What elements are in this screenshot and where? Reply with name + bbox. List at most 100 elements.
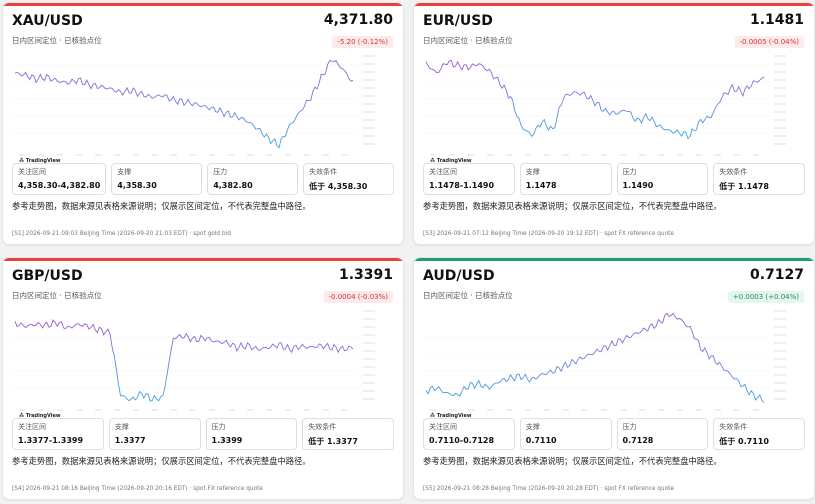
level-value: 低于 1.3377: [308, 437, 358, 446]
source-footer: [S1] 2026-09-21 09:03 Beijing Time (2026…: [12, 231, 231, 237]
level-value: 4,358.30: [117, 181, 157, 190]
level-value: 4,358.30-4,382.80: [18, 181, 101, 190]
level-label: 失效条件: [308, 423, 337, 431]
level-value: 低于 0.7110: [719, 437, 769, 446]
card-subtitle: 日内区间定位 · 已核验点位: [12, 291, 102, 300]
level-label: 关注区间: [429, 168, 457, 176]
price-line: [14, 319, 354, 402]
level-value: 1.1478-1.1490: [429, 181, 495, 190]
tradingview-logo: ⁂ TradingView: [19, 158, 61, 164]
quote-card-audusd[interactable]: AUD/USD 0.7127 日内区间定位 · 已核验点位 +0.0003 (+…: [413, 257, 815, 500]
level-box-support: 支撑 1.3377: [108, 418, 201, 450]
level-value: 1.1490: [622, 181, 654, 190]
level-value: 低于 4,358.30: [309, 182, 368, 191]
level-value: 1.3377-1.3399: [18, 436, 84, 445]
level-value: 0.7110-0.7128: [429, 436, 495, 445]
symbol-title: AUD/USD: [423, 268, 495, 284]
level-label: 支撑: [525, 423, 540, 431]
level-box-resistance: 压力 1.1490: [616, 163, 709, 195]
level-value: 4,382.80: [213, 181, 253, 190]
symbol-title: GBP/USD: [12, 268, 83, 284]
last-price: 4,371.80: [323, 12, 393, 28]
quote-card-gbpusd[interactable]: GBP/USD 1.3391 日内区间定位 · 已核验点位 -0.0004 (-…: [2, 257, 404, 500]
level-label: 失效条件: [309, 168, 338, 176]
symbol-title: EUR/USD: [423, 13, 493, 29]
level-box-resistance: 压力 0.7128: [616, 418, 709, 450]
symbol-title: XAU/USD: [12, 13, 83, 29]
level-box-range: 关注区间 0.7110-0.7128: [423, 418, 515, 450]
chart-svg: [11, 55, 375, 156]
price-line: [14, 60, 354, 149]
quote-card-eurusd[interactable]: EUR/USD 1.1481 日内区间定位 · 已核验点位 -0.0005 (-…: [413, 2, 815, 245]
tradingview-logo: ⁂ TradingView: [430, 158, 472, 164]
chart-note: 参考走势图，数据来源见表格来源说明；仅展示区间定位，不代表完整盘中路径。: [12, 456, 311, 466]
card-accent-bar: [3, 3, 403, 6]
chart-svg: [422, 310, 786, 411]
source-footer: [S3] 2026-09-21 07:12 Beijing Time (2026…: [423, 231, 674, 237]
levels-row: 关注区间 4,358.30-4,382.80 支撑 4,358.30 压力 4,382…: [12, 163, 394, 195]
source-footer: [S4] 2026-09-21 08:16 Beijing Time (2026…: [12, 486, 263, 492]
card-subtitle: 日内区间定位 · 已核验点位: [423, 36, 513, 45]
level-label: 压力: [213, 168, 228, 176]
price-chart[interactable]: ⁂ TradingView: [422, 48, 790, 164]
level-box-invalidation: 失效条件低于 1.3377: [302, 418, 394, 450]
quote-card-xauusd[interactable]: XAU/USD 4,371.80 日内区间定位 · 已核验点位 -5.20 (-…: [2, 2, 404, 245]
change-badge: -0.0004 (-0.03%): [323, 291, 393, 303]
level-label: 支撑: [117, 168, 132, 176]
level-box-invalidation: 失效条件低于 4,358.30: [303, 163, 394, 195]
price-chart[interactable]: ⁂ TradingView: [422, 303, 790, 419]
levels-row: 关注区间 0.7110-0.7128 支撑 0.7110 压力 0.7128 失效条件…: [423, 418, 805, 450]
level-box-range: 关注区间 1.3377-1.3399: [12, 418, 104, 450]
card-subtitle: 日内区间定位 · 已核验点位: [12, 36, 102, 45]
level-box-support: 支撑 1.1478: [519, 163, 612, 195]
level-label: 支撑: [525, 168, 540, 176]
price-chart[interactable]: ⁂ TradingView: [11, 48, 379, 164]
level-label: 支撑: [114, 423, 129, 431]
levels-row: 关注区间 1.3377-1.3399 支撑 1.3377 压力 1.3399 失效条件…: [12, 418, 394, 450]
level-box-invalidation: 失效条件低于 1.1478: [713, 163, 805, 195]
chart-svg: [11, 310, 375, 411]
tradingview-logo: ⁂ TradingView: [19, 413, 61, 419]
level-label: 关注区间: [429, 423, 457, 431]
level-label: 失效条件: [719, 423, 748, 431]
last-price: 1.1481: [749, 12, 804, 28]
level-value: 1.3377: [114, 436, 146, 445]
level-label: 压力: [211, 423, 226, 431]
card-accent-bar: [414, 3, 814, 6]
level-value: 低于 1.1478: [719, 182, 769, 191]
level-label: 关注区间: [18, 168, 46, 176]
last-price: 0.7127: [749, 267, 804, 283]
chart-note: 参考走势图，数据来源见表格来源说明；仅展示区间定位，不代表完整盘中路径。: [12, 201, 311, 211]
chart-svg: [422, 55, 786, 156]
level-label: 关注区间: [18, 423, 46, 431]
last-price: 1.3391: [338, 267, 393, 283]
change-badge: -0.0005 (-0.04%): [734, 36, 804, 48]
price-chart[interactable]: ⁂ TradingView: [11, 303, 379, 419]
price-line: [425, 312, 765, 403]
level-box-resistance: 压力 4,382.80: [207, 163, 299, 195]
card-accent-bar: [3, 258, 403, 261]
tradingview-logo: ⁂ TradingView: [430, 413, 472, 419]
level-box-invalidation: 失效条件低于 0.7110: [713, 418, 805, 450]
chart-note: 参考走势图，数据来源见表格来源说明；仅展示区间定位，不代表完整盘中路径。: [423, 201, 722, 211]
change-badge: +0.0003 (+0.04%): [727, 291, 804, 303]
level-box-support: 支撑 4,358.30: [111, 163, 203, 195]
level-value: 1.1478: [525, 181, 557, 190]
card-subtitle: 日内区间定位 · 已核验点位: [423, 291, 513, 300]
levels-row: 关注区间 1.1478-1.1490 支撑 1.1478 压力 1.1490 失效条件…: [423, 163, 805, 195]
level-label: 压力: [622, 168, 637, 176]
level-box-support: 支撑 0.7110: [519, 418, 612, 450]
level-box-range: 关注区间 1.1478-1.1490: [423, 163, 515, 195]
level-box-resistance: 压力 1.3399: [205, 418, 298, 450]
level-value: 1.3399: [211, 436, 243, 445]
level-box-range: 关注区间 4,358.30-4,382.80: [12, 163, 107, 195]
level-value: 0.7128: [622, 436, 654, 445]
price-line: [425, 59, 765, 140]
card-accent-bar: [414, 258, 814, 261]
source-footer: [S5] 2026-09-21 08:28 Beijing Time (2026…: [423, 486, 674, 492]
level-value: 0.7110: [525, 436, 557, 445]
change-badge: -5.20 (-0.12%): [332, 36, 393, 48]
chart-note: 参考走势图，数据来源见表格来源说明；仅展示区间定位，不代表完整盘中路径。: [423, 456, 722, 466]
level-label: 失效条件: [719, 168, 748, 176]
level-label: 压力: [622, 423, 637, 431]
